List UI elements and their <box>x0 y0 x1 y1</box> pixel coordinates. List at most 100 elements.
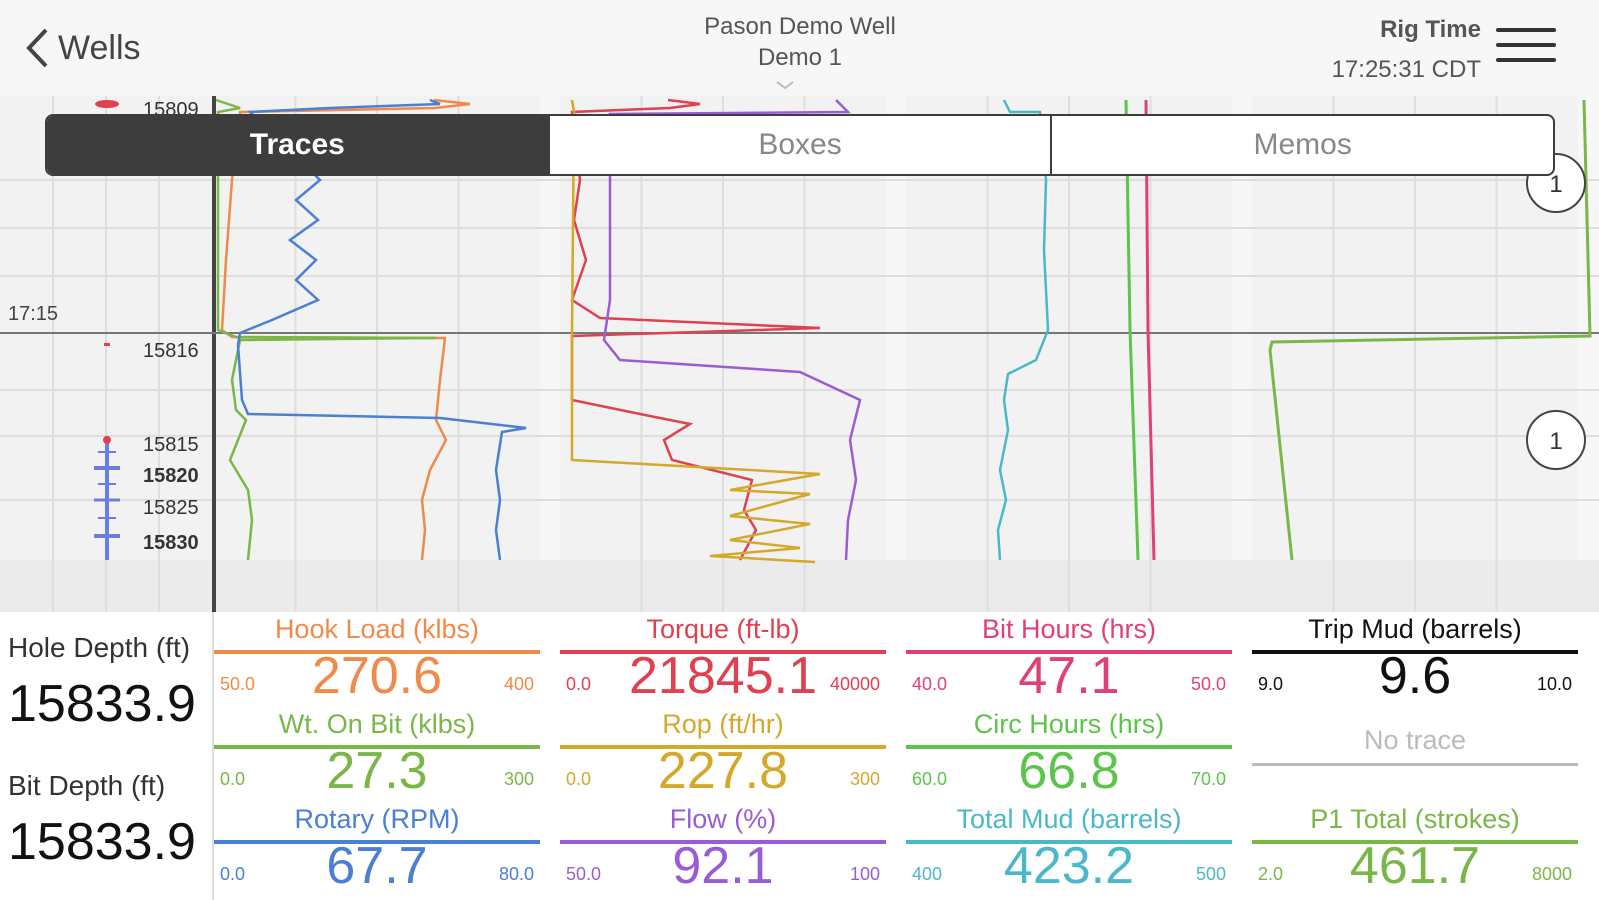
gauge-min: 9.0 <box>1258 674 1284 694</box>
gauge-max: 300 <box>849 769 880 789</box>
gauge-title: Trip Mud (barrels) <box>1308 614 1522 644</box>
gauge-bar <box>560 650 886 654</box>
well-name[interactable]: Pason Demo Well <box>704 13 896 40</box>
gauge-title: Wt. On Bit (klbs) <box>278 709 476 739</box>
view-tabs: Traces Boxes Memos <box>45 114 1555 176</box>
gauge-value: 227.8 <box>657 742 789 800</box>
readout-panel: Hole Depth (ft) 15833.9 Bit Depth (ft) 1… <box>0 612 1599 900</box>
gauge-value: 21845.1 <box>629 647 817 705</box>
gauge-title: Torque (ft-lb) <box>646 614 800 644</box>
gauge-value: 66.8 <box>1018 742 1120 800</box>
gauge-value: 9.6 <box>1378 647 1452 705</box>
gauge-title: No trace <box>1363 725 1467 755</box>
chevron-left-icon <box>26 28 48 68</box>
depth-label: 15820 <box>143 465 199 487</box>
gauge-cell[interactable]: Rotary (RPM) 67.7 0.0 80.0 <box>214 802 540 897</box>
gauge-bar <box>1252 840 1578 844</box>
tab-memos[interactable]: Memos <box>1050 116 1553 174</box>
gauge-cell[interactable]: Bit Hours (hrs) 47.1 40.0 50.0 <box>906 612 1232 707</box>
bit-depth-label: Bit Depth (ft) <box>8 770 166 801</box>
gauge-min: 2.0 <box>1258 864 1284 884</box>
gauge-max: 500 <box>1195 864 1226 884</box>
gauge-cell[interactable]: Trip Mud (barrels) 9.6 9.0 10.0 <box>1252 612 1578 707</box>
trace-rop <box>570 99 821 564</box>
gauge-bar <box>1252 763 1578 766</box>
gauge-bar <box>906 745 1232 749</box>
gauge-min: 50.0 <box>566 864 602 884</box>
gauge-cell[interactable]: No trace <box>1252 707 1578 802</box>
top-bar: Wells Pason Demo Well Demo 1 Rig Time 17… <box>0 0 1599 96</box>
gauge-value: 67.7 <box>326 837 428 895</box>
gauge-value: 270.6 <box>311 647 443 705</box>
trace-bit-hours <box>1144 99 1156 561</box>
hamburger-menu-icon[interactable] <box>1496 28 1556 70</box>
chevron-down-icon[interactable] <box>775 80 795 90</box>
depth-label: 15815 <box>143 434 199 456</box>
gauge-min: 50.0 <box>220 674 256 694</box>
gauge-cell[interactable]: Flow (%) 92.1 50.0 100 <box>560 802 886 897</box>
svg-text:1: 1 <box>1549 428 1562 455</box>
gauge-title: Total Mud (barrels) <box>956 804 1182 834</box>
depth-label: 15816 <box>143 340 199 362</box>
gauge-cell[interactable]: Torque (ft-lb) 21845.1 0.0 40000 <box>560 612 886 707</box>
depth-label: 15830 <box>143 532 199 554</box>
back-label: Wells <box>58 28 141 67</box>
gauge-value: 92.1 <box>672 837 774 895</box>
gauge-max: 10.0 <box>1536 674 1572 694</box>
gauge-bar <box>560 745 886 749</box>
gauge-value: 461.7 <box>1349 837 1481 895</box>
hole-depth-label: Hole Depth (ft) <box>8 632 191 663</box>
gauge-value: 47.1 <box>1018 647 1120 705</box>
depth-label: 15825 <box>143 497 199 519</box>
gauge-cell[interactable]: Hook Load (klbs) 270.6 50.0 400 <box>214 612 540 707</box>
trace-chart[interactable]: 17:15 15809 15816 15815 15820 15825 1583… <box>0 96 1599 612</box>
well-subtitle[interactable]: Demo 1 <box>757 44 843 71</box>
tab-traces[interactable]: Traces <box>47 116 548 174</box>
gauge-max: 40000 <box>829 674 880 694</box>
gauge-max: 400 <box>503 674 534 694</box>
gauge-max: 50.0 <box>1190 674 1226 694</box>
time-marker-label: 17:15 <box>8 303 58 325</box>
gauge-bar <box>906 840 1232 844</box>
gauge-max: 300 <box>503 769 534 789</box>
gauge-min: 400 <box>912 864 943 884</box>
rig-time-value: 17:25:31 CDT <box>1331 56 1481 83</box>
gauge-title: Flow (%) <box>669 804 777 834</box>
gauge-title: P1 Total (strokes) <box>1310 804 1520 834</box>
gauge-title: Circ Hours (hrs) <box>973 709 1165 739</box>
gauge-min: 60.0 <box>912 769 948 789</box>
back-to-wells-button[interactable]: Wells <box>24 22 141 74</box>
gauge-cell[interactable]: Rop (ft/hr) 227.8 0.0 300 <box>560 707 886 802</box>
gauge-max: 8000 <box>1531 864 1572 884</box>
gauge-value: 27.3 <box>326 742 428 800</box>
gauge-bar <box>214 650 540 654</box>
svg-text:1: 1 <box>1549 171 1562 198</box>
memo-badge[interactable]: 1 <box>1526 410 1586 470</box>
gauge-cell[interactable]: Wt. On Bit (klbs) 27.3 0.0 300 <box>214 707 540 802</box>
gauge-max: 70.0 <box>1190 769 1226 789</box>
gauge-min: 0.0 <box>220 864 246 884</box>
depth-column: Hole Depth (ft) 15833.9 Bit Depth (ft) 1… <box>0 612 214 900</box>
gauge-min: 0.0 <box>566 769 592 789</box>
tab-boxes[interactable]: Boxes <box>547 116 1051 174</box>
gauge-title: Hook Load (klbs) <box>274 614 480 644</box>
trace-flow <box>602 99 862 561</box>
gauge-title: Bit Hours (hrs) <box>981 614 1157 644</box>
gauge-min: 40.0 <box>912 674 948 694</box>
trace-circ-hours <box>1124 99 1140 561</box>
gauge-bar <box>560 840 886 844</box>
gauge-cell[interactable]: Circ Hours (hrs) 66.8 60.0 70.0 <box>906 707 1232 802</box>
gauge-bar <box>906 650 1232 654</box>
gauge-value: 423.2 <box>1003 837 1135 895</box>
gauge-cell[interactable]: Total Mud (barrels) 423.2 400 500 <box>906 802 1232 897</box>
bit-depth-value: 15833.9 <box>8 813 196 871</box>
gauge-max: 80.0 <box>498 864 534 884</box>
gauge-bar <box>214 745 540 749</box>
gauge-cell[interactable]: P1 Total (strokes) 461.7 2.0 8000 <box>1252 802 1578 897</box>
gauge-title: Rotary (RPM) <box>294 804 460 834</box>
gauge-min: 0.0 <box>220 769 246 789</box>
trace-p1-total <box>1268 99 1592 561</box>
gauge-max: 100 <box>849 864 880 884</box>
gauge-min: 0.0 <box>566 674 592 694</box>
hole-depth-value: 15833.9 <box>8 675 196 733</box>
